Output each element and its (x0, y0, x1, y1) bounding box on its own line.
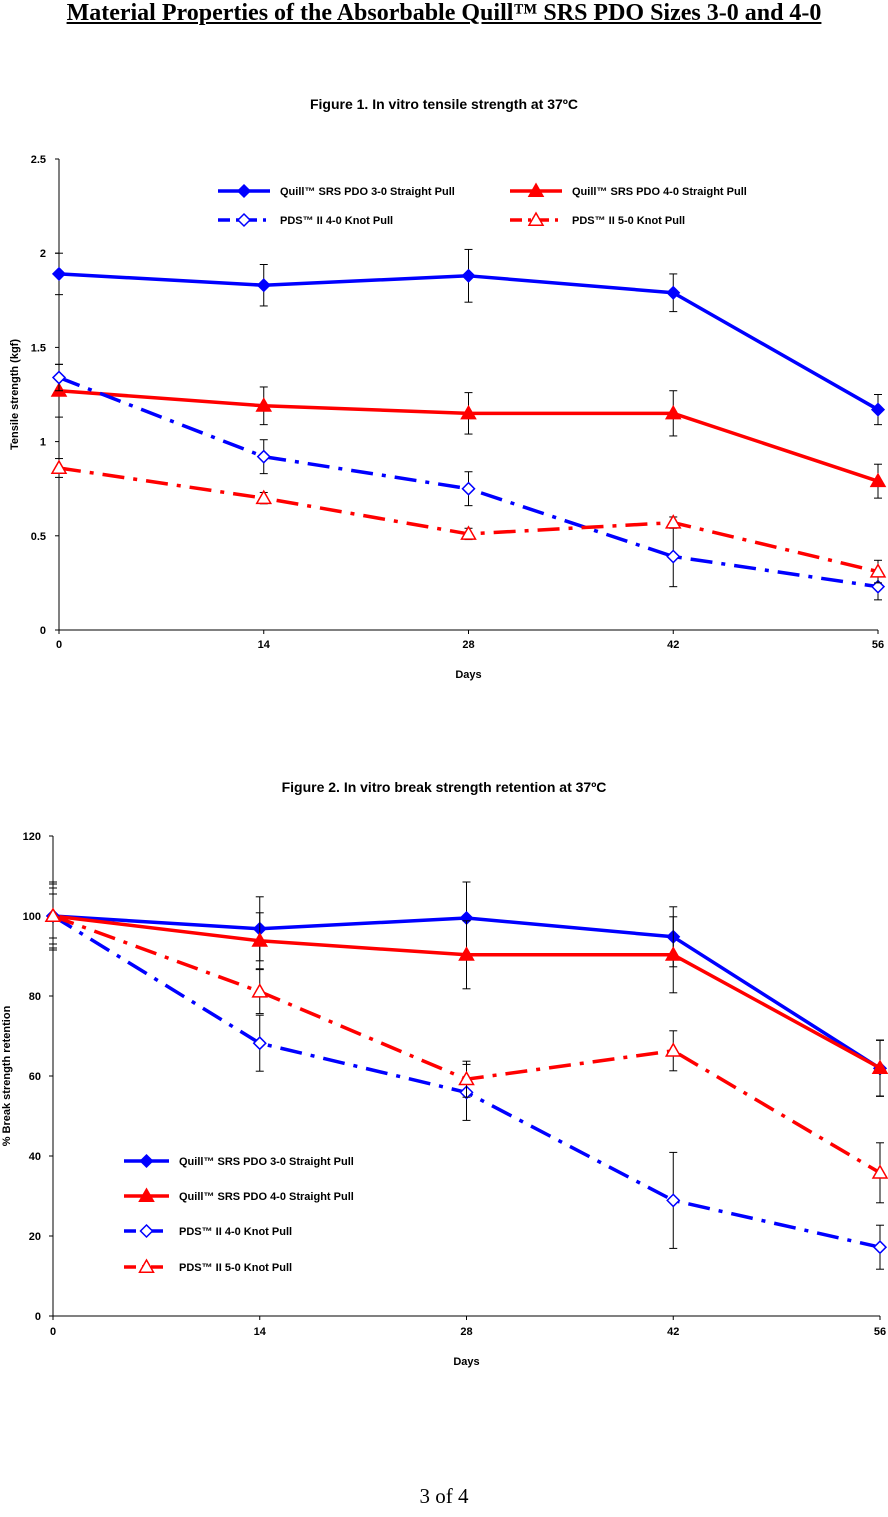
data-point (666, 549, 681, 564)
x-axis-label: Days (455, 669, 481, 681)
data-point (871, 1164, 888, 1179)
x-tick-label: 0 (50, 1326, 56, 1338)
legend-label: PDS™ II 5-0 Knot Pull (179, 1262, 292, 1274)
y-tick-label: 0.5 (31, 531, 46, 543)
data-point (251, 983, 269, 998)
data-point (251, 932, 269, 947)
data-point (869, 472, 887, 488)
y-tick-label: 1.5 (31, 342, 46, 354)
figure-2-title: Figure 2. In vitro break strength retent… (281, 779, 607, 795)
series-line (58, 375, 879, 589)
data-point (256, 449, 271, 464)
data-point (664, 514, 682, 529)
figure-1-title: Figure 1. In vitro tensile strength at 3… (309, 96, 579, 112)
y-tick-label: 20 (29, 1231, 41, 1243)
y-tick-label: 60 (29, 1071, 41, 1083)
x-tick-label: 56 (872, 639, 884, 651)
data-point (461, 268, 476, 283)
x-tick-label: 14 (258, 639, 271, 651)
legend-marker (236, 183, 252, 199)
y-tick-label: 0 (35, 1311, 41, 1323)
x-tick-label: 42 (667, 639, 679, 651)
legend-marker (139, 1223, 154, 1239)
data-point (50, 459, 68, 474)
data-point (664, 946, 682, 961)
data-point (870, 579, 886, 594)
legend-marker (527, 182, 545, 197)
y-tick-label: 1 (40, 437, 46, 449)
legend-marker (527, 211, 545, 226)
legend-label: Quill™ SRS PDO 3-0 Straight Pull (179, 1156, 354, 1168)
y-tick-label: 0 (40, 625, 46, 637)
data-point (51, 370, 67, 385)
data-point (460, 404, 477, 420)
data-point (664, 404, 682, 420)
legend-marker (138, 1258, 155, 1273)
figure-2-chart: 0 20 40 60 80 100 120 0 14 28 42 56 Days % Break stre… (1, 831, 888, 1368)
x-tick-label: 56 (874, 1326, 886, 1338)
legend-label: PDS™ II 4-0 Knot Pull (280, 215, 393, 227)
data-point (666, 285, 681, 300)
x-axis-label: Days (453, 1356, 479, 1368)
data-point (869, 563, 887, 578)
x-tick-label: 14 (254, 1326, 267, 1338)
y-tick-label: 100 (23, 911, 41, 923)
x-tick-label: 28 (460, 1326, 472, 1338)
legend-marker (236, 212, 252, 228)
data-point (256, 278, 271, 293)
legend-label: PDS™ II 4-0 Knot Pull (179, 1226, 292, 1238)
data-point (871, 1059, 888, 1074)
y-tick-label: 120 (23, 831, 41, 843)
y-axis-label: % Break strength retention (1, 1005, 13, 1146)
x-tick-label: 42 (667, 1326, 679, 1338)
data-point (458, 1070, 475, 1086)
y-tick-label: 2.5 (31, 154, 46, 166)
data-point (461, 481, 476, 496)
data-point (458, 946, 475, 961)
data-point (666, 1193, 681, 1208)
document-title: Material Properties of the Absorbable Qu… (66, 0, 822, 26)
page-number: 3 of 4 (419, 1484, 469, 1508)
x-tick-label: 0 (56, 639, 62, 651)
data-point (51, 266, 67, 281)
figure-1-chart: 0 0.5 1 1.5 2 2.5 0 14 28 42 56 Days Tensile strengt… (9, 154, 887, 681)
y-axis-label: Tensile strength (kgf) (9, 339, 21, 450)
data-point (872, 1240, 888, 1255)
data-point (460, 525, 477, 540)
y-tick-label: 2 (40, 248, 46, 260)
legend-label: Quill™ SRS PDO 4-0 Straight Pull (572, 186, 747, 198)
legend-marker (139, 1153, 154, 1169)
data-point (44, 907, 62, 922)
legend-marker (138, 1187, 155, 1202)
data-point (255, 489, 273, 505)
x-tick-label: 28 (462, 639, 474, 651)
y-tick-label: 40 (29, 1151, 41, 1163)
legend-label: PDS™ II 5-0 Knot Pull (572, 215, 685, 227)
legend-label: Quill™ SRS PDO 4-0 Straight Pull (179, 1191, 354, 1203)
y-tick-label: 80 (29, 991, 41, 1003)
data-point (255, 397, 273, 412)
legend-label: Quill™ SRS PDO 3-0 Straight Pull (280, 186, 455, 198)
data-point (252, 1036, 267, 1051)
data-point (664, 1042, 682, 1057)
data-point (870, 402, 886, 417)
